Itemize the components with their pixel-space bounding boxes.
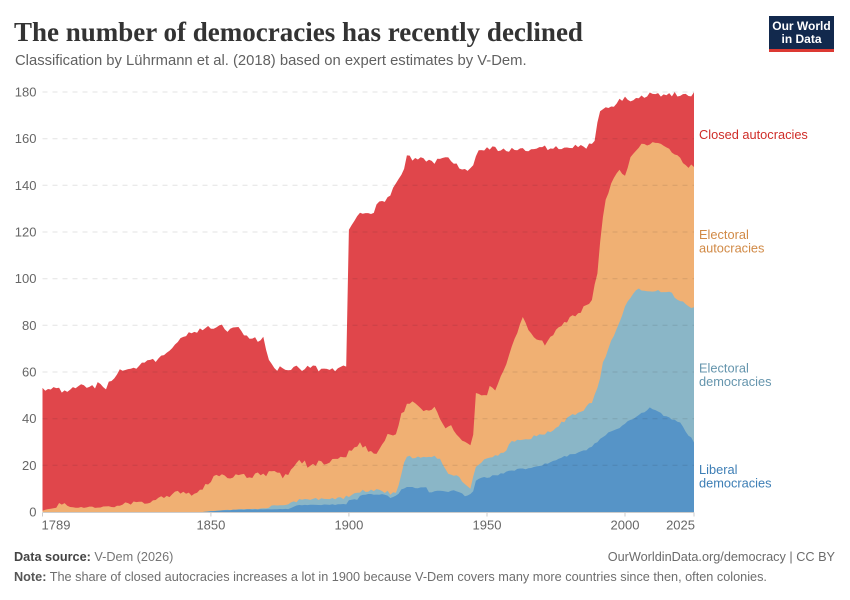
svg-text:1789: 1789 xyxy=(42,518,71,533)
svg-text:140: 140 xyxy=(15,178,37,193)
svg-text:autocracies: autocracies xyxy=(699,241,764,256)
svg-text:Closed autocracies: Closed autocracies xyxy=(699,127,808,142)
svg-text:1900: 1900 xyxy=(334,518,363,533)
svg-text:1850: 1850 xyxy=(196,518,225,533)
svg-text:20: 20 xyxy=(22,458,36,473)
svg-text:Electoral: Electoral xyxy=(699,361,749,376)
svg-text:40: 40 xyxy=(22,411,36,426)
svg-text:0: 0 xyxy=(29,505,36,520)
svg-text:1950: 1950 xyxy=(473,518,502,533)
svg-text:Electoral: Electoral xyxy=(699,227,749,242)
svg-text:democracies: democracies xyxy=(699,374,772,389)
svg-text:160: 160 xyxy=(15,131,37,146)
svg-text:2025: 2025 xyxy=(666,518,695,533)
svg-text:2000: 2000 xyxy=(611,518,640,533)
svg-text:democracies: democracies xyxy=(699,476,772,491)
svg-text:100: 100 xyxy=(15,271,37,286)
svg-text:Liberal: Liberal xyxy=(699,462,737,477)
svg-text:180: 180 xyxy=(15,85,37,100)
svg-text:60: 60 xyxy=(22,365,36,380)
svg-text:80: 80 xyxy=(22,318,36,333)
svg-text:120: 120 xyxy=(15,225,37,240)
